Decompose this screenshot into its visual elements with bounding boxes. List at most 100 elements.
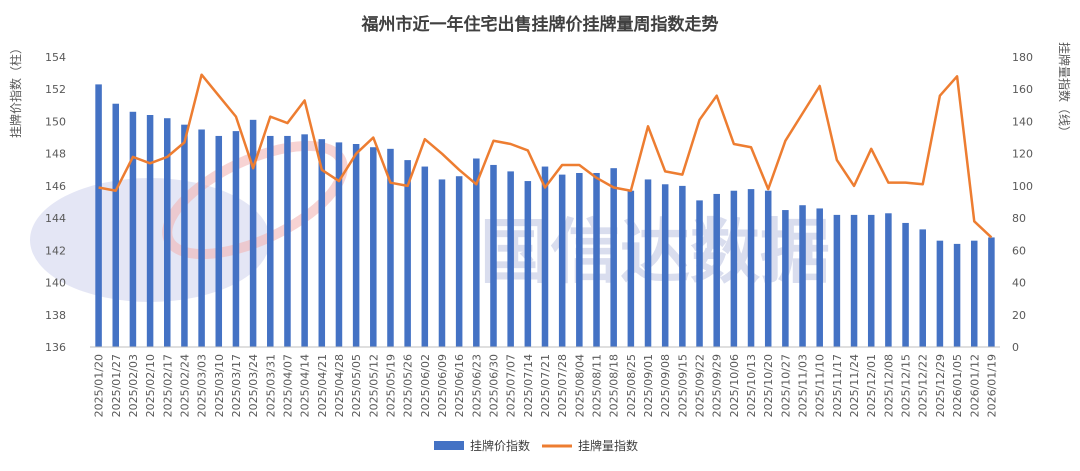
x-tick-37: 2025/10/06: [728, 354, 741, 417]
bar-price-46: [885, 213, 892, 347]
x-tick-39: 2025/10/20: [762, 354, 775, 417]
x-tick-25: 2025/07/14: [522, 354, 535, 417]
y-right-tick-4: 80: [1012, 212, 1026, 225]
bar-price-2: [129, 111, 137, 347]
bar-price-3: [146, 115, 154, 347]
y-right-tick-3: 60: [1012, 244, 1026, 257]
bar-price-10: [267, 135, 274, 347]
x-tick-19: 2025/06/02: [419, 354, 432, 417]
x-tick-27: 2025/07/28: [556, 354, 569, 417]
y-axis-right-title: 挂牌量指数（线）: [1057, 42, 1072, 138]
watermark-text: 国信达数据: [480, 211, 830, 293]
bar-price-5: [181, 124, 188, 347]
y-right-tick-5: 100: [1012, 180, 1033, 193]
x-tick-43: 2025/11/17: [831, 354, 844, 417]
bar-price-51: [970, 240, 978, 347]
x-tick-15: 2025/05/05: [350, 354, 363, 417]
bar-price-30: [610, 168, 617, 347]
bar-price-32: [644, 179, 652, 347]
x-tick-44: 2025/11/24: [848, 354, 861, 417]
x-tick-8: 2025/03/17: [230, 354, 243, 417]
bar-price-40: [782, 210, 789, 347]
y-left-tick-8: 152: [45, 83, 66, 96]
bar-price-39: [764, 190, 772, 347]
x-tick-41: 2025/11/03: [797, 354, 810, 417]
x-tick-22: 2025/06/23: [470, 354, 483, 417]
bar-price-8: [232, 131, 240, 347]
bar-price-6: [198, 129, 205, 347]
bar-price-47: [902, 222, 909, 347]
x-tick-48: 2025/12/22: [917, 354, 930, 417]
line-series-group: [98, 73, 993, 239]
bar-price-13: [318, 139, 326, 347]
y-axis-left-title: 挂牌价指数（柱）: [8, 42, 23, 138]
bar-price-17: [387, 148, 394, 347]
bar-price-38: [747, 189, 755, 347]
bar-price-24: [507, 171, 514, 347]
x-tick-30: 2025/08/18: [608, 354, 621, 417]
bar-price-4: [164, 118, 171, 347]
bar-price-35: [696, 200, 703, 347]
x-tick-38: 2025/10/13: [745, 354, 758, 417]
x-tick-35: 2025/09/22: [694, 354, 707, 417]
x-tick-40: 2025/10/27: [779, 354, 792, 417]
x-tick-17: 2025/05/19: [384, 354, 397, 417]
y-left-tick-3: 142: [45, 244, 66, 257]
y-axis-left: 136 138 140 142 144 146 148 150 152 154: [45, 51, 66, 354]
y-right-tick-7: 140: [1012, 115, 1033, 128]
bar-price-43: [833, 214, 841, 347]
x-tick-5: 2025/02/24: [178, 354, 191, 417]
bar-price-49: [936, 240, 944, 347]
bar-price-22: [473, 158, 480, 347]
bar-price-34: [679, 185, 686, 347]
x-tick-46: 2025/12/08: [882, 354, 895, 417]
y-right-tick-2: 40: [1012, 277, 1026, 290]
bar-price-20: [438, 179, 446, 347]
x-tick-45: 2025/12/01: [865, 354, 878, 417]
x-tick-1: 2025/01/27: [110, 354, 123, 417]
x-tick-51: 2026/01/12: [968, 354, 981, 417]
x-tick-32: 2025/09/01: [642, 354, 655, 417]
x-tick-11: 2025/04/07: [281, 354, 294, 417]
x-tick-0: 2025/01/20: [93, 354, 106, 417]
y-left-tick-0: 136: [45, 341, 66, 354]
y-left-tick-9: 154: [45, 51, 66, 64]
bar-price-52: [988, 237, 995, 347]
x-tick-6: 2025/03/03: [196, 354, 209, 417]
x-tick-29: 2025/08/11: [591, 354, 604, 417]
bar-price-14: [335, 142, 343, 347]
x-tick-12: 2025/04/14: [299, 354, 312, 417]
bar-price-11: [284, 135, 291, 347]
x-tick-52: 2026/01/19: [985, 354, 998, 417]
bar-series-group: [95, 84, 995, 347]
y-left-tick-4: 144: [45, 212, 66, 225]
bar-price-27: [558, 174, 566, 347]
bar-price-9: [249, 119, 257, 347]
bar-price-33: [661, 184, 669, 347]
y-axis-right: 0 20 40 60 80 100 120 140 160 180: [1012, 51, 1033, 354]
x-tick-31: 2025/08/25: [625, 354, 638, 417]
y-left-tick-1: 138: [45, 309, 66, 322]
x-tick-18: 2025/05/26: [402, 354, 415, 417]
line-volume: [98, 73, 993, 239]
y-left-tick-5: 146: [45, 180, 66, 193]
y-right-tick-6: 120: [1012, 148, 1033, 161]
bar-price-0: [95, 84, 102, 347]
bar-price-1: [112, 103, 120, 347]
x-tick-13: 2025/04/21: [316, 354, 329, 417]
bar-price-7: [215, 135, 223, 347]
x-tick-10: 2025/03/31: [264, 354, 277, 417]
bar-price-23: [490, 164, 497, 347]
bar-price-19: [421, 166, 429, 347]
bar-price-16: [370, 147, 377, 347]
bar-price-36: [713, 193, 720, 347]
y-right-tick-8: 160: [1012, 83, 1033, 96]
y-right-tick-9: 180: [1012, 51, 1033, 64]
x-tick-24: 2025/07/07: [505, 354, 518, 417]
bar-price-37: [730, 190, 738, 347]
x-tick-9: 2025/03/24: [247, 354, 260, 417]
x-tick-28: 2025/08/04: [573, 354, 586, 417]
x-axis: 2025/01/20 2025/01/27 2025/02/03 2025/02/10…: [93, 354, 999, 417]
x-tick-14: 2025/04/28: [333, 354, 346, 417]
